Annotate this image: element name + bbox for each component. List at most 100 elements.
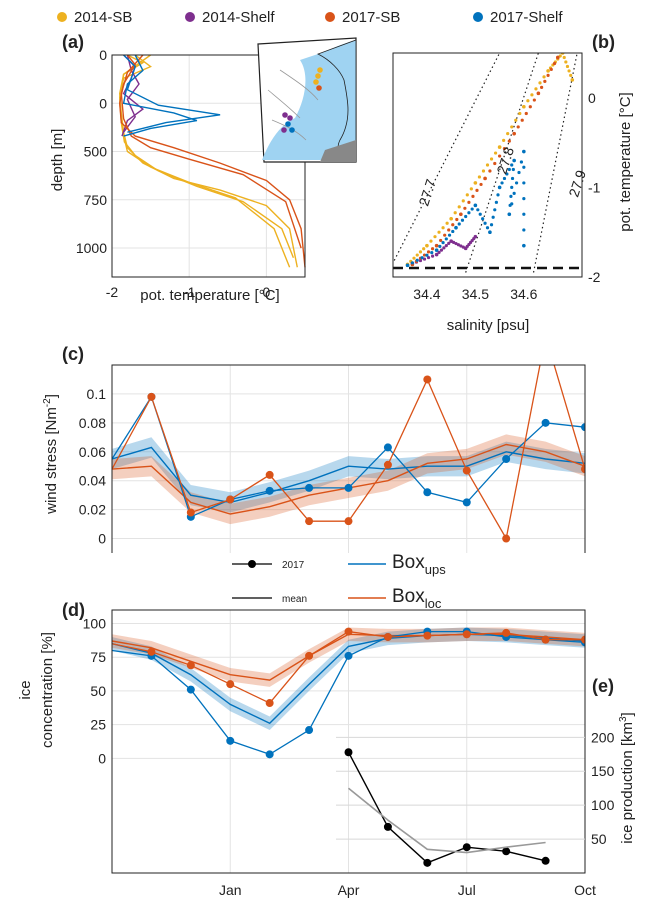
- tick-label-y: 0: [98, 531, 106, 547]
- mean-band-1: [112, 627, 585, 687]
- series-marker: [226, 495, 235, 504]
- legend-marker-0: [57, 12, 67, 22]
- ts-point: [511, 167, 515, 172]
- ts-point: [481, 169, 486, 173]
- legend-marker-2: [325, 12, 335, 22]
- ts-point: [454, 226, 458, 230]
- ts-point: [510, 125, 514, 129]
- tick-label-x: -2: [106, 284, 119, 300]
- panel-b-ts-diagram: 27.727.827.934.4 34.5 34.6-2-10: [392, 52, 601, 302]
- tick-label-y: 0.04: [79, 473, 106, 489]
- legend-label-mean: mean: [282, 594, 307, 605]
- ts-point: [502, 138, 506, 142]
- ts-point: [534, 87, 538, 91]
- ts-point: [510, 185, 514, 189]
- mean-band-0: [112, 437, 585, 513]
- tick-label-y: 0: [588, 90, 596, 106]
- ts-point: [570, 78, 575, 82]
- ts-point: [498, 154, 502, 158]
- profile-line-2-1: [120, 54, 302, 249]
- ts-point: [510, 202, 514, 206]
- tick-label-x: Oct: [574, 882, 596, 898]
- production-marker: [383, 822, 392, 831]
- station-dot-3: [317, 67, 323, 73]
- ts-point: [464, 214, 468, 219]
- ts-point: [437, 250, 441, 254]
- ts-point: [426, 255, 431, 260]
- series-marker: [423, 631, 432, 640]
- series-marker: [541, 418, 550, 427]
- ts-point: [507, 212, 511, 216]
- ts-point: [502, 176, 507, 181]
- ts-point: [467, 211, 471, 215]
- series-marker: [344, 627, 353, 636]
- ts-point: [444, 244, 448, 248]
- series-marker: [305, 483, 314, 492]
- ts-point: [435, 248, 439, 252]
- ts-point: [565, 64, 570, 69]
- panel-b-xlabel: salinity [psu]: [447, 317, 530, 334]
- series-marker: [344, 517, 353, 526]
- legend-label-2: 2017-SB: [342, 9, 400, 26]
- ts-point: [516, 125, 520, 129]
- tick-label-y: 25: [90, 717, 106, 733]
- ts-point: [524, 111, 528, 116]
- ts-point: [422, 247, 426, 251]
- series-marker: [581, 423, 585, 432]
- ts-point: [437, 230, 441, 234]
- ts-point: [485, 226, 490, 230]
- station-dot-0: [315, 73, 321, 79]
- ts-point: [512, 191, 516, 195]
- ts-point: [489, 157, 494, 161]
- ts-point: [569, 73, 573, 77]
- ts-point: [444, 237, 448, 241]
- tick-label-y-right: 150: [591, 763, 615, 779]
- ts-point: [429, 239, 433, 243]
- panel-d-frame: [111, 609, 586, 874]
- tick-label-y: 100: [83, 615, 107, 631]
- isopycnal-line-2: [532, 53, 578, 273]
- ts-point: [425, 253, 429, 257]
- ts-point: [463, 206, 467, 210]
- profile-line-0-2: [118, 54, 291, 268]
- ts-point: [478, 212, 482, 216]
- series-marker: [581, 465, 585, 474]
- tick-label-x: Jul: [458, 882, 476, 898]
- ts-point: [477, 175, 482, 179]
- production-marker: [423, 858, 432, 867]
- plot-area: [112, 332, 585, 543]
- ts-point: [522, 228, 526, 232]
- ts-point: [422, 257, 427, 261]
- ts-point: [443, 233, 447, 237]
- ts-point: [459, 244, 463, 248]
- tick-label-y-right: 50: [591, 831, 607, 847]
- ts-point: [460, 218, 465, 222]
- ts-point: [488, 169, 492, 173]
- ts-point: [455, 217, 459, 222]
- ts-point: [510, 163, 514, 167]
- ts-point: [542, 75, 546, 79]
- legend-label-box-loc: Boxloc: [392, 586, 442, 611]
- ts-point: [546, 69, 550, 73]
- ts-point: [498, 185, 502, 189]
- series-marker: [344, 651, 353, 660]
- ts-point: [506, 132, 510, 136]
- legend-marker-3: [473, 12, 483, 22]
- ts-point: [555, 55, 560, 60]
- ts-point: [564, 60, 568, 64]
- legend-label-2017: 2017: [282, 560, 305, 571]
- ts-point: [491, 215, 495, 219]
- series-marker: [542, 332, 550, 340]
- ts-point: [481, 217, 485, 221]
- ts-point: [470, 207, 474, 211]
- panel-c-wind-stress: 0 0.02 0.04 0.06 0.08 0.1: [79, 332, 586, 553]
- ts-point: [522, 105, 526, 109]
- ts-point: [475, 188, 479, 192]
- ts-point: [471, 194, 475, 198]
- series-marker: [502, 628, 511, 637]
- ts-point: [433, 235, 437, 239]
- production-marker: [541, 856, 550, 865]
- production-marker: [462, 843, 471, 852]
- ts-point: [489, 223, 494, 227]
- tick-label-y: 75: [90, 649, 106, 665]
